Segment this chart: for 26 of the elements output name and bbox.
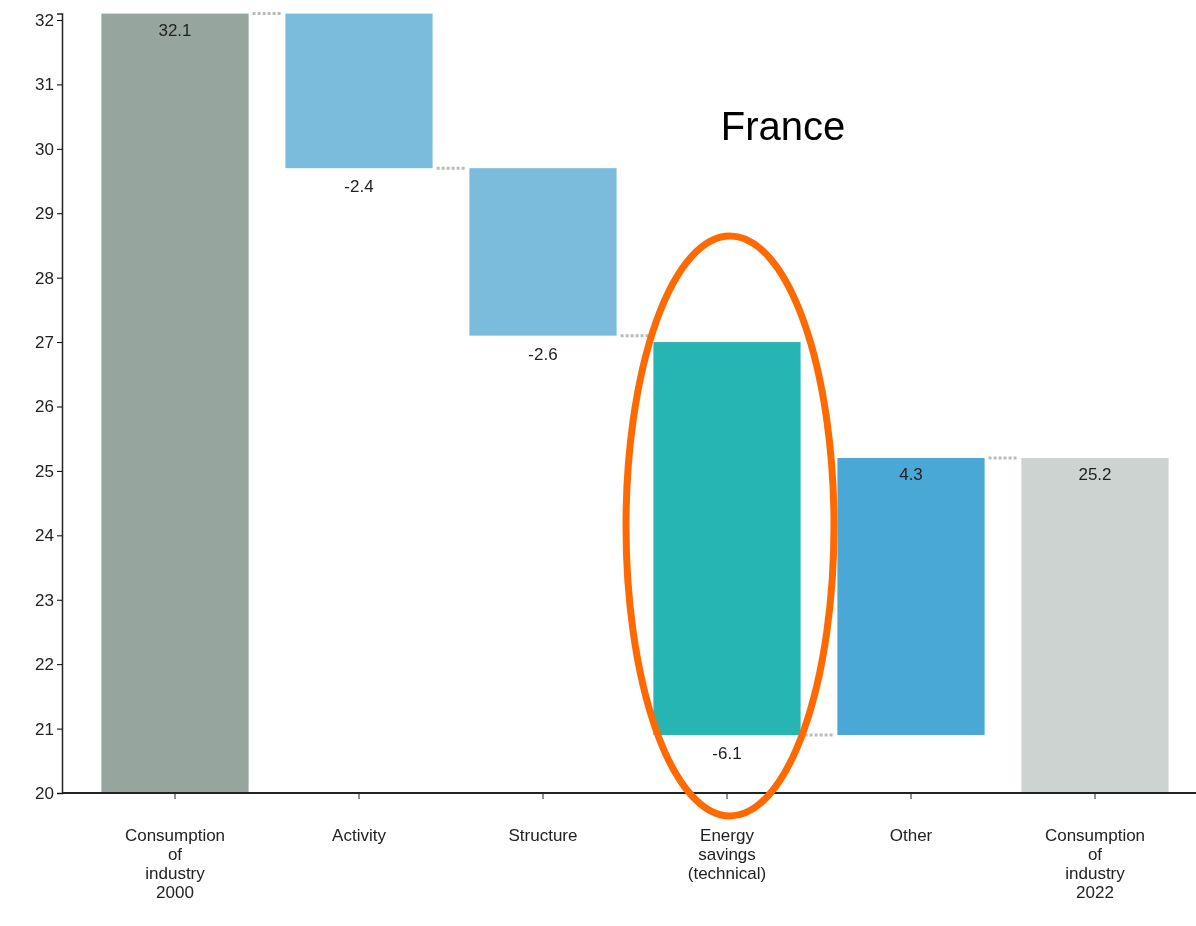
y-tick-label: 27 xyxy=(35,333,54,353)
data-label: 25.2 xyxy=(1078,465,1112,485)
y-tick-label: 30 xyxy=(35,139,54,159)
y-tick-label: 22 xyxy=(35,655,54,675)
data-label: -2.4 xyxy=(344,177,374,197)
y-tick-label: 21 xyxy=(35,719,54,739)
data-label: -2.6 xyxy=(528,344,558,364)
y-tick-label: 20 xyxy=(35,783,54,803)
y-tick-label: 26 xyxy=(35,397,54,417)
x-tick-label: Consumption of industry 2022 xyxy=(1044,826,1146,902)
data-label: 4.3 xyxy=(899,465,923,485)
text: France xyxy=(720,104,846,148)
y-tick-label: 29 xyxy=(35,204,54,224)
y-tick-label: 31 xyxy=(35,75,54,95)
data-label: 32.1 xyxy=(158,20,192,40)
x-tick-label: Structure xyxy=(508,826,578,845)
y-tick-label: 25 xyxy=(35,461,54,481)
x-tick-label: Consumption of industry 2000 xyxy=(124,826,226,902)
y-tick-label: 28 xyxy=(35,268,54,288)
y-tick-label: 32 xyxy=(35,10,54,30)
y-tick-label: 23 xyxy=(35,590,54,610)
x-tick-label: Other xyxy=(889,826,933,845)
data-label: -6.1 xyxy=(712,744,742,764)
x-tick-label: Energy savings (technical) xyxy=(687,826,767,883)
x-tick-label: Activity xyxy=(332,826,387,845)
y-tick-label: 24 xyxy=(35,526,54,546)
